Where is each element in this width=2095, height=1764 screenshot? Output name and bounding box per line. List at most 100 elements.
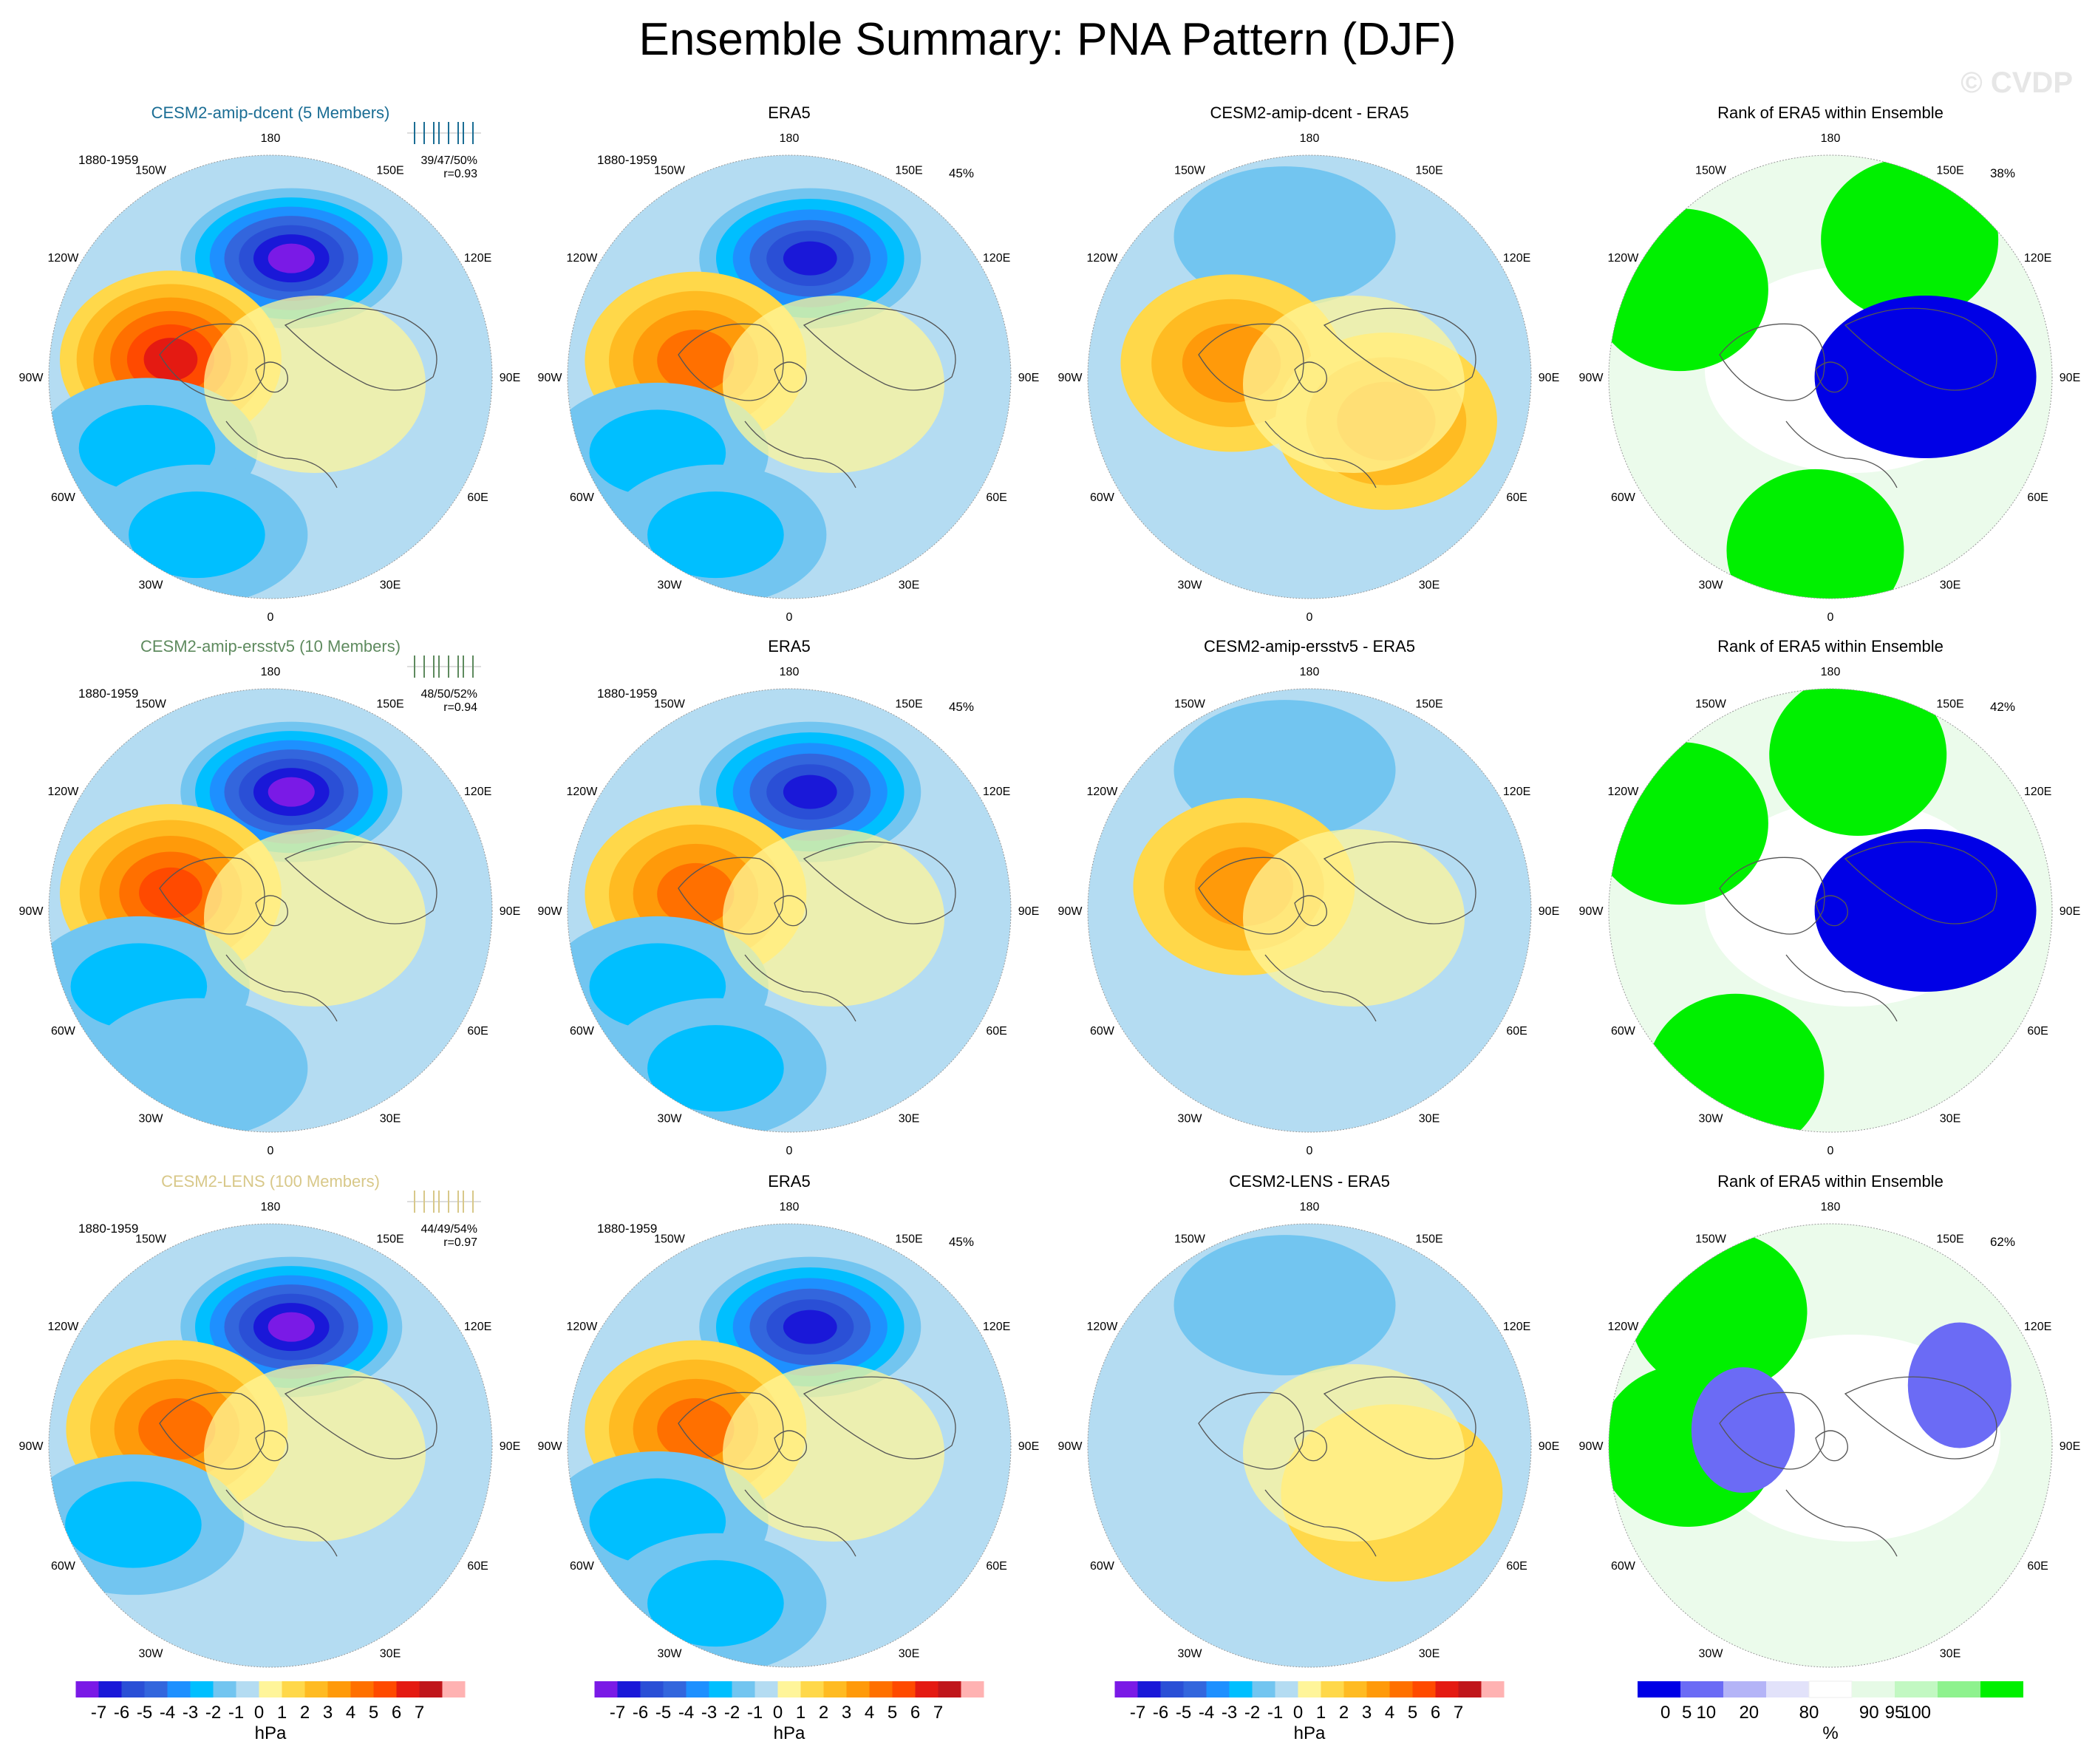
map-border: [1608, 154, 2053, 599]
lon-label-90W: 90W: [538, 905, 563, 918]
coastline-north-america: [1198, 857, 1304, 935]
map-border: [567, 154, 1012, 599]
lon-label-60E: 60E: [986, 491, 1006, 504]
lon-label-120W: 120W: [1087, 1321, 1119, 1333]
coastline-eurasia: [803, 1376, 956, 1460]
lon-label-180: 180: [261, 132, 281, 145]
lon-label-30W: 30W: [1699, 1648, 1724, 1661]
colorbar-tick-label: -4: [1199, 1703, 1214, 1723]
positive-band: [1243, 1364, 1465, 1542]
contour-level--6: [783, 241, 837, 276]
colorbar-tick-label: 5: [1682, 1703, 1692, 1723]
coastline-north-america: [1198, 323, 1304, 401]
lon-label-120E: 120E: [983, 786, 1010, 798]
rank-region-0: [1814, 296, 2037, 458]
colorbar-swatch: [594, 1681, 618, 1697]
panel-title: Rank of ERA5 within Ensemble: [1717, 1172, 1944, 1191]
colorbar-tick-label: -5: [137, 1703, 152, 1723]
colorbar-tick-label: 20: [1739, 1703, 1759, 1723]
colorbar-swatch: [213, 1681, 236, 1697]
lon-label-90W: 90W: [1058, 372, 1083, 384]
contour-level--6: [783, 1310, 837, 1344]
lon-label-150W: 150W: [135, 698, 167, 710]
lon-label-60E: 60E: [986, 1025, 1006, 1038]
panel-title: Rank of ERA5 within Ensemble: [1717, 103, 1944, 122]
contour-level--1: [1173, 1235, 1396, 1376]
panel-title: ERA5: [768, 103, 810, 122]
lon-label-30E: 30E: [899, 579, 919, 592]
lon-label-30E: 30E: [1940, 579, 1961, 592]
lon-label-120W: 120W: [48, 1321, 80, 1333]
contour-level-4: [657, 329, 735, 392]
figure-title: Ensemble Summary: PNA Pattern (DJF): [638, 14, 1457, 65]
coastline-greenland: [774, 895, 807, 927]
lon-label-90W: 90W: [1579, 1440, 1604, 1453]
colorbar-tick-label: 0: [254, 1703, 264, 1723]
panel-r1-rank: Rank of ERA5 within Ensemble 180 150E 120E 9…: [1579, 103, 2081, 624]
rank-field: [1609, 689, 2052, 1132]
colorbar-tick-label: 10: [1696, 1703, 1716, 1723]
lon-label-90E: 90E: [500, 372, 520, 384]
coastline-eurasia: [1844, 841, 1997, 924]
lon-label-150E: 150E: [1415, 698, 1442, 710]
coastline-europe: [225, 1489, 338, 1557]
coastline-europe: [1264, 1489, 1377, 1557]
lon-label-60W: 60W: [570, 1560, 595, 1573]
colorbar-swatch: [1638, 1681, 1680, 1697]
lon-label-60W: 60W: [570, 1025, 595, 1038]
lon-label-60W: 60W: [570, 491, 595, 504]
lon-label-90E: 90E: [2060, 1440, 2080, 1453]
colorbar-swatch: [1206, 1681, 1230, 1697]
coastline-greenland: [774, 1430, 807, 1462]
coastline-greenland: [1815, 1430, 1848, 1462]
pct-variance-stats: 44/49/54%: [420, 1223, 477, 1236]
lon-label-30E: 30E: [899, 1648, 919, 1661]
map-border: [1087, 1223, 1532, 1668]
lon-label-120W: 120W: [1608, 786, 1640, 798]
coastline-eurasia: [284, 1376, 437, 1460]
colorbar-tick-label: 1: [277, 1703, 287, 1723]
lon-label-30E: 30E: [1419, 1648, 1440, 1661]
lon-label-90E: 90E: [500, 1440, 520, 1453]
colorbar-swatch: [754, 1681, 778, 1697]
lon-label-120W: 120W: [567, 786, 599, 798]
positive-band-region: [204, 829, 426, 1007]
panel-r3-rank: Rank of ERA5 within Ensemble 180 150E 120E 9…: [1579, 1172, 2081, 1692]
lon-label-120W: 120W: [1087, 786, 1119, 798]
colorbar-swatch: [1980, 1681, 2023, 1697]
colorbar-tick-label: -6: [1153, 1703, 1168, 1723]
lon-label-90W: 90W: [1058, 905, 1083, 918]
lon-label-30W: 30W: [139, 579, 164, 592]
colorbar-tick-label: 7: [933, 1703, 943, 1723]
contour-level--7: [268, 1312, 315, 1342]
lon-label-150W: 150W: [1174, 1233, 1206, 1245]
lon-label-0: 0: [1307, 611, 1313, 624]
lon-label-60E: 60E: [1506, 1025, 1527, 1038]
lon-label-90W: 90W: [19, 1440, 44, 1453]
colorbar-tick-label: -5: [655, 1703, 671, 1723]
colorbar-swatch: [846, 1681, 870, 1697]
colorbar-swatch: [938, 1681, 961, 1697]
lon-label-60E: 60E: [467, 1025, 488, 1038]
coastlines: [1198, 841, 1476, 1022]
colorbar-swatch: [98, 1681, 122, 1697]
colorbar-tick-label: 1: [796, 1703, 805, 1723]
colorbar-swatch: [1766, 1681, 1809, 1697]
colorbar-swatch: [823, 1681, 847, 1697]
coastline-north-america: [678, 323, 784, 401]
coastlines: [1719, 1376, 1997, 1557]
lon-label-150E: 150E: [895, 1233, 922, 1245]
cvdp-watermark: © CVDP: [1961, 67, 2073, 99]
colorbar-tick-label: 2: [300, 1703, 310, 1723]
contour-level--1: [86, 998, 308, 1132]
lon-label-30W: 30W: [658, 1113, 683, 1126]
colorbar-swatch: [1435, 1681, 1459, 1697]
positive-band: [723, 829, 944, 1007]
coastline-europe: [1785, 420, 1898, 488]
period-label: 1880-1959: [78, 687, 138, 701]
lon-label-30E: 30E: [380, 1113, 401, 1126]
percent-label: 42%: [1990, 700, 2015, 714]
anomaly-center-low: [1173, 1235, 1396, 1376]
lon-label-0: 0: [1307, 1145, 1313, 1157]
lon-label-60E: 60E: [467, 491, 488, 504]
